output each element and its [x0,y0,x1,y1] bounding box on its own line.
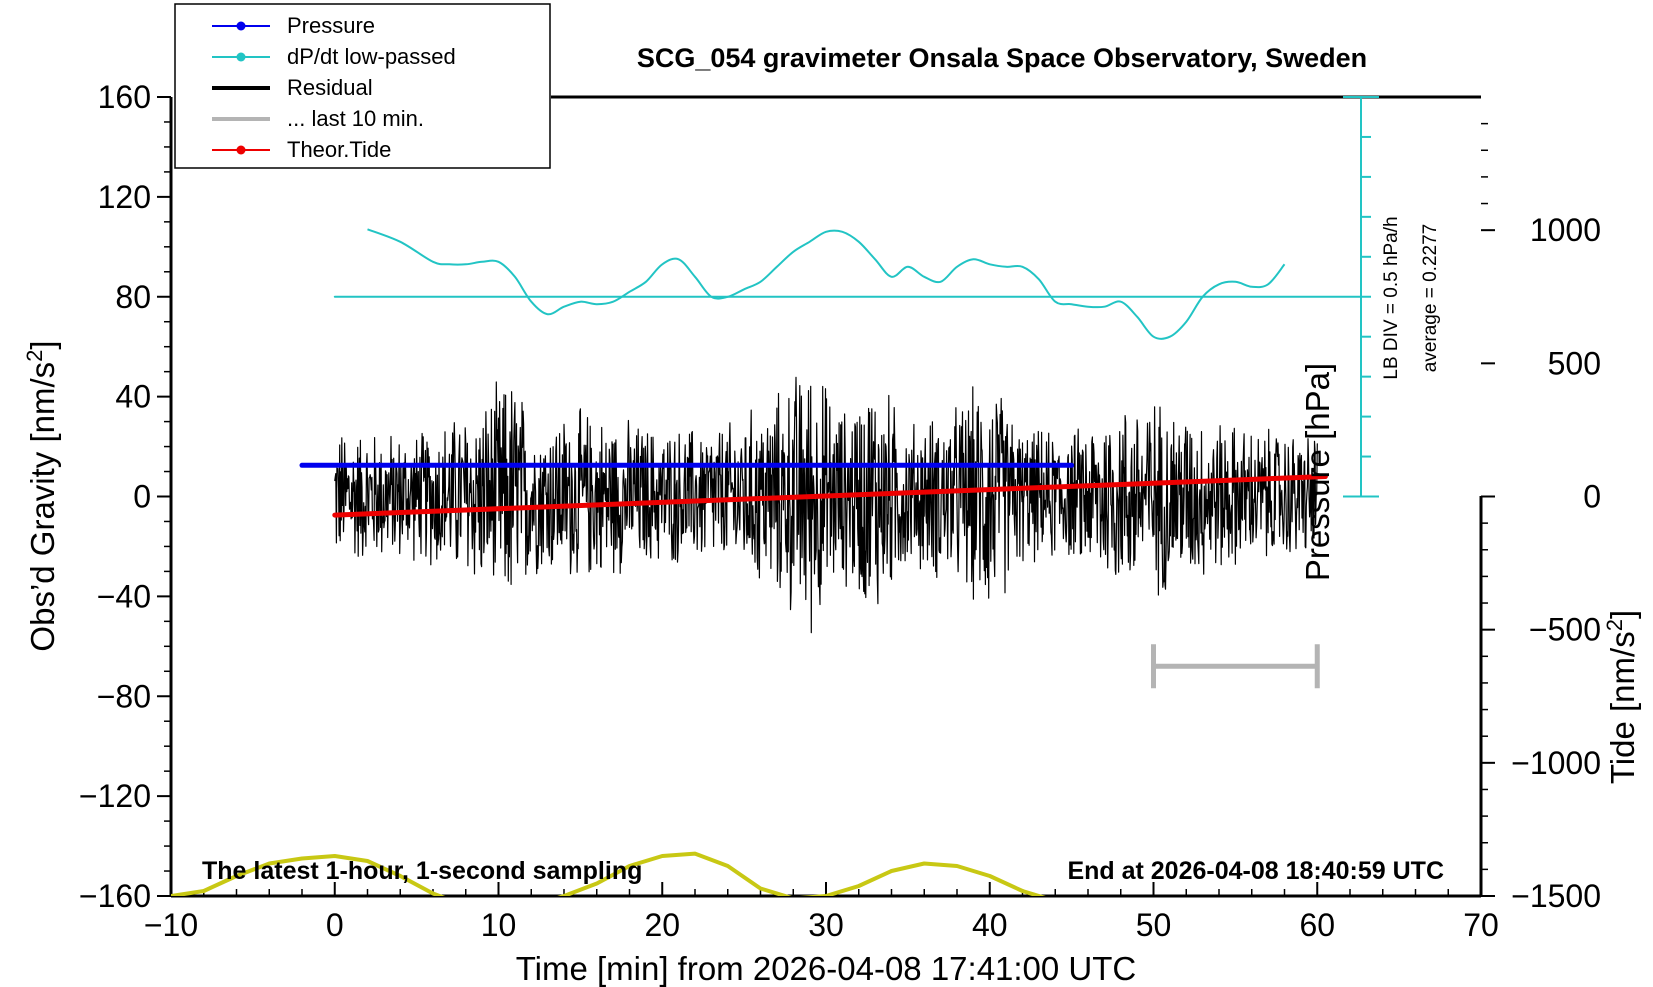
x-tick-label: 40 [972,907,1008,943]
dpdt-lowpassed-line [367,228,1286,340]
residual-series [334,376,1318,634]
y-tick-label: 80 [115,279,151,315]
y-tick-label: 40 [115,379,151,415]
last-10-min-marker [1151,644,1320,689]
y-tick-label: −40 [97,578,151,614]
theor-tide-series [332,474,1328,518]
tide-tick-label: −1000 [1511,745,1601,781]
dpdt-series [333,228,1362,340]
legend-label: dP/dt low-passed [287,44,456,69]
x-tick-label: 60 [1299,907,1335,943]
y-tick-label: 0 [133,479,151,515]
legend-label: Theor.Tide [287,137,391,162]
x-axis-ticks: −10 0 10 20 30 40 50 60 70 [144,882,1499,943]
dpdt-average-label: average = 0.2277 [1420,224,1441,372]
theor-tide-line [332,474,1328,518]
residual-line [334,376,1318,634]
tide-tick-label: −1500 [1511,878,1601,914]
legend-label: Residual [287,75,373,100]
y-tick-label: 120 [98,179,151,215]
x-tick-label: 10 [481,907,517,943]
tide-axis-label: Tide [nm/s2] [1602,610,1641,784]
y-tick-label: −80 [97,678,151,714]
legend-item: Theor.Tide [212,137,391,162]
y-tick-label: 160 [98,79,151,115]
x-tick-label: 20 [644,907,680,943]
tide-tick-label: −500 [1529,612,1601,648]
x-axis-label: Time [min] from 2026-04-08 17:41:00 UTC [516,950,1137,987]
x-tick-label: −10 [144,907,198,943]
tide-tick-label: 1000 [1530,212,1601,248]
y-axis-ticks: −160 −120 −80 −40 0 40 80 120 160 [79,79,171,914]
x-tick-label: 30 [808,907,844,943]
legend-item: ... last 10 min. [212,106,424,131]
y-axis-label: Obs’d Gravity [nm/s2] [22,340,61,651]
tide-tick-label: 500 [1548,345,1601,381]
x-tick-label: 50 [1136,907,1172,943]
yellow-trace-line [171,851,1046,896]
legend-label: ... last 10 min. [287,106,424,131]
x-tick-label: 70 [1463,907,1499,943]
legend: Pressure dP/dt low-passed Residual ... last… [174,3,551,169]
tide-axis-ticks: −1500 −1000 −500 0 500 1000 [1481,122,1601,914]
legend-item: Pressure [212,13,375,38]
sampling-annotation: The latest 1-hour, 1-second sampling [202,857,642,885]
y-tick-label: −120 [79,778,151,814]
end-time-annotation: End at 2026-04-08 18:40:59 UTC [1067,857,1444,885]
x-tick-label: 0 [326,907,344,943]
legend-label: Pressure [287,13,375,38]
tide-tick-label: 0 [1583,479,1601,515]
yellow-trace-series [171,851,1046,896]
y-tick-label: −160 [79,878,151,914]
dpdt-scale-label: LB DIV = 0.5 hPa/h [1381,216,1402,379]
legend-item: dP/dt low-passed [212,44,456,69]
legend-item: Residual [212,75,373,100]
pressure-axis-label: Pressure [hPa] [1299,363,1336,581]
legend-marker [236,145,246,155]
legend-marker [236,21,246,31]
chart-title: SCG_054 gravimeter Onsala Space Observat… [637,43,1367,73]
legend-marker [236,52,246,62]
